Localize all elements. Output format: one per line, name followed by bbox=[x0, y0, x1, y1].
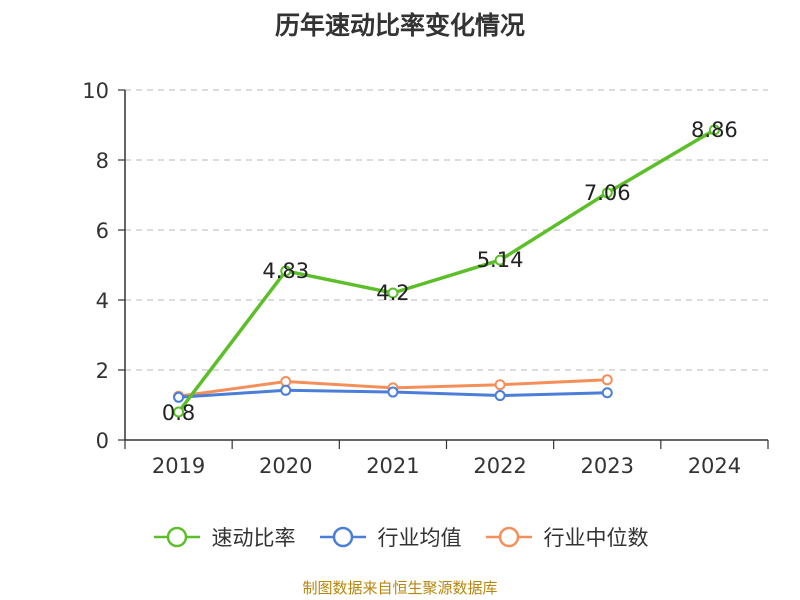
data-point-series-0 bbox=[494, 254, 506, 266]
data-label: 7.06 bbox=[584, 181, 631, 205]
chart-legend: 速动比率 行业均值 行业中位数 bbox=[0, 519, 800, 555]
legend-swatch-industry-median bbox=[485, 526, 532, 548]
legend-swatch-industry-mean bbox=[319, 526, 366, 548]
data-label: 4.2 bbox=[376, 281, 409, 305]
x-tick-label: 2019 bbox=[152, 454, 205, 478]
data-point-series-0 bbox=[387, 287, 399, 299]
y-tick-label: 10 bbox=[82, 79, 109, 103]
y-tick-label: 8 bbox=[96, 149, 109, 173]
x-tick-label: 2024 bbox=[688, 454, 741, 478]
series-line-0 bbox=[177, 128, 716, 414]
data-label: 0.8 bbox=[162, 401, 195, 425]
data-point-series-1 bbox=[173, 391, 185, 403]
data-point-series-0 bbox=[280, 265, 292, 277]
data-label: 8.86 bbox=[691, 118, 738, 142]
legend-label-industry-mean: 行业均值 bbox=[377, 526, 462, 550]
legend-item-speed-ratio[interactable]: 速动比率 bbox=[152, 522, 296, 552]
data-point-series-2 bbox=[601, 374, 613, 386]
data-label: 5.14 bbox=[477, 248, 524, 272]
data-point-series-2 bbox=[280, 376, 292, 388]
data-point-series-2 bbox=[494, 379, 506, 391]
y-tick-label: 0 bbox=[96, 429, 109, 453]
data-source-note: 制图数据来自恒生聚源数据库 bbox=[302, 579, 498, 597]
data-point-series-0 bbox=[173, 406, 185, 418]
data-point-series-1 bbox=[494, 390, 506, 402]
data-point-series-1 bbox=[280, 384, 292, 396]
x-tick-label: 2021 bbox=[366, 454, 419, 478]
y-tick-label: 6 bbox=[96, 219, 109, 243]
y-tick-label: 2 bbox=[96, 359, 109, 383]
legend-item-industry-median[interactable]: 行业中位数 bbox=[484, 522, 649, 552]
x-tick-label: 2022 bbox=[473, 454, 526, 478]
legend-item-industry-mean[interactable]: 行业均值 bbox=[318, 522, 462, 552]
legend-label-speed-ratio: 速动比率 bbox=[211, 526, 296, 550]
x-tick-label: 2023 bbox=[581, 454, 634, 478]
x-tick-label: 2020 bbox=[259, 454, 312, 478]
data-label: 4.83 bbox=[262, 259, 309, 283]
legend-label-industry-median: 行业中位数 bbox=[543, 526, 649, 550]
y-tick-label: 4 bbox=[96, 289, 109, 313]
data-point-series-1 bbox=[601, 387, 613, 399]
data-point-series-1 bbox=[387, 386, 399, 398]
chart-title: 历年速动比率变化情况 bbox=[274, 11, 525, 40]
legend-swatch-speed-ratio bbox=[153, 526, 200, 548]
data-point-series-0 bbox=[601, 187, 613, 199]
data-point-series-0 bbox=[708, 124, 720, 136]
